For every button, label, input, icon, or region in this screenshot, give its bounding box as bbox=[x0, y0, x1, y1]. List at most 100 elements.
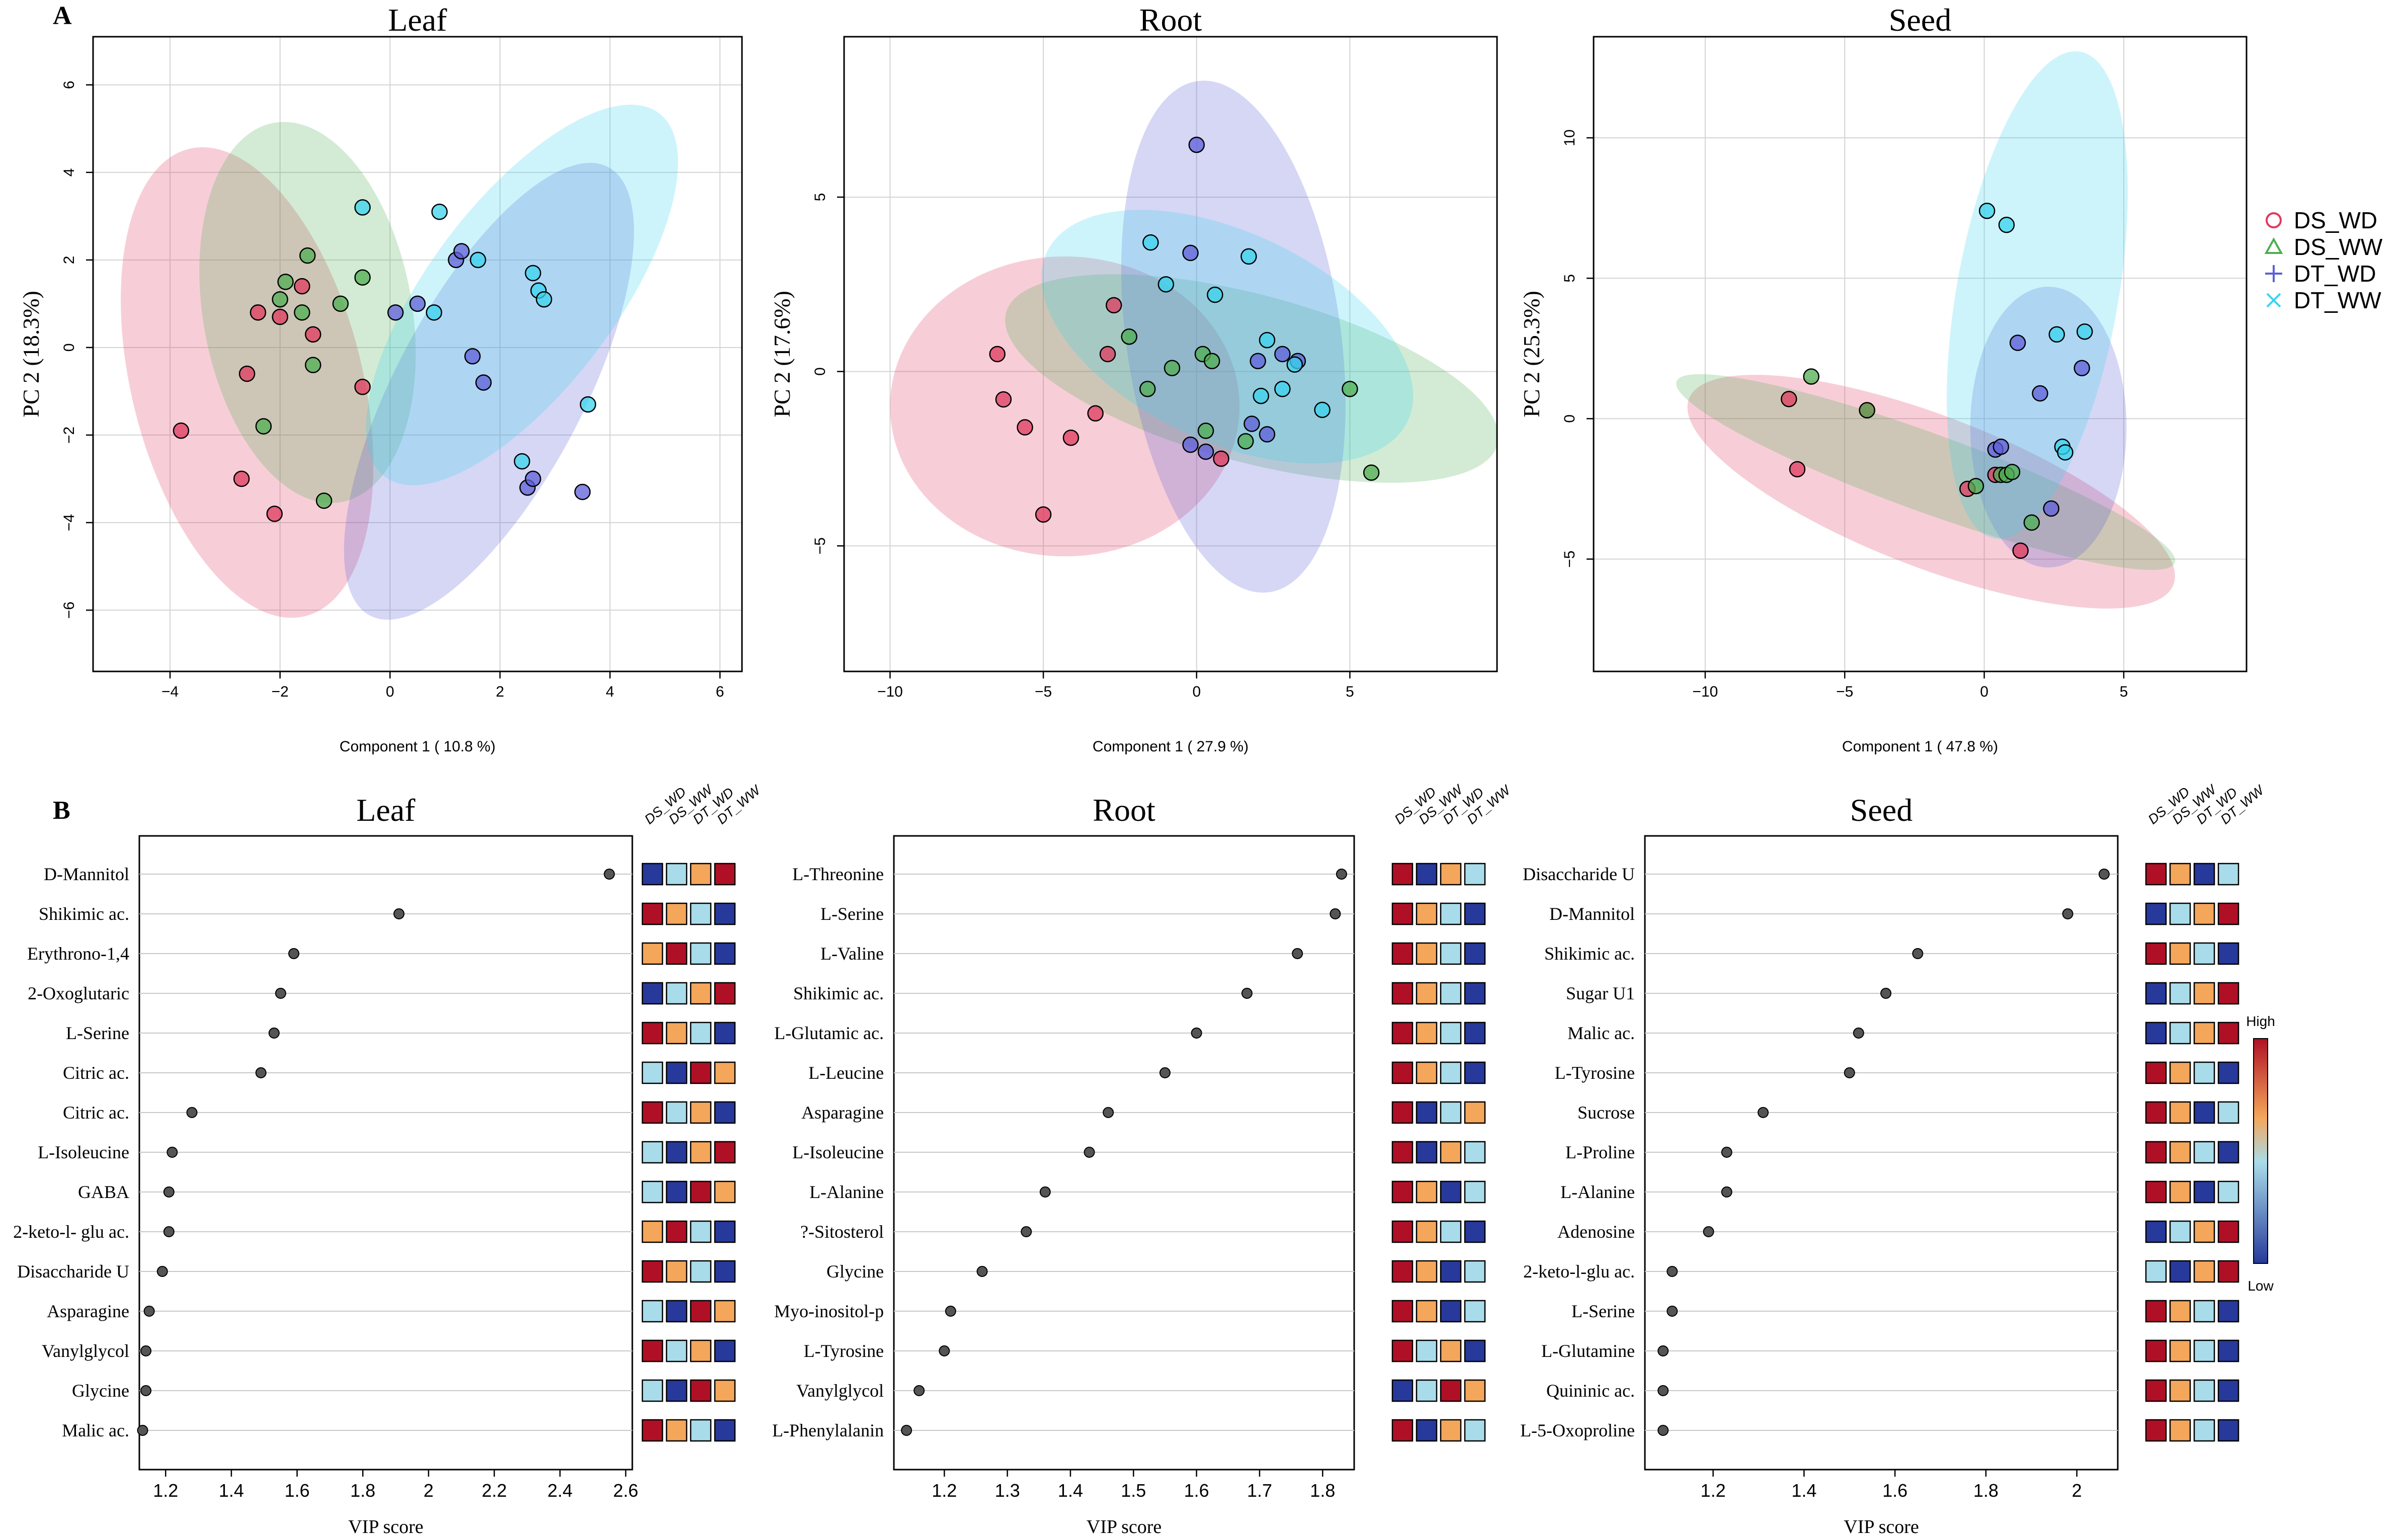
heat-cell bbox=[714, 902, 736, 925]
vip-title: Root bbox=[1093, 792, 1155, 828]
metabolite-label: Erythrono-1,4 bbox=[27, 944, 129, 964]
data-points bbox=[989, 136, 1380, 523]
vip-point bbox=[393, 908, 405, 919]
point-ds-ww bbox=[1121, 328, 1137, 345]
heat-cell bbox=[2169, 1021, 2191, 1045]
metabolite-label: D-Mannitol bbox=[1549, 904, 1635, 924]
heat-cell bbox=[1464, 982, 1486, 1005]
vip-point bbox=[1292, 948, 1303, 959]
metabolite-label: L-Valine bbox=[820, 944, 884, 964]
x-tick-label: 0 bbox=[1980, 684, 1988, 700]
heat-cell bbox=[714, 1061, 736, 1084]
x-tick-label: 1.6 bbox=[1184, 1480, 1209, 1501]
point-dt-wd bbox=[525, 470, 541, 487]
metabolite-label: Sucrose bbox=[1577, 1102, 1635, 1123]
x-tick-label: 1.8 bbox=[350, 1480, 375, 1501]
legend-cross-icon bbox=[2266, 293, 2281, 308]
metabolite-label: GABA bbox=[78, 1182, 129, 1202]
heat-cell bbox=[714, 1021, 736, 1045]
heat-cell bbox=[2169, 863, 2191, 886]
heat-cell bbox=[666, 1300, 688, 1323]
vip-point bbox=[604, 869, 615, 880]
point-ds-ww bbox=[1164, 360, 1181, 376]
metabolite-label: L-Serine bbox=[1571, 1301, 1635, 1321]
point-dt-wd bbox=[1182, 437, 1199, 453]
point-dt-wd bbox=[1243, 415, 1260, 432]
heat-cell bbox=[1464, 1379, 1486, 1402]
legend-label: DT_WD bbox=[2294, 261, 2376, 287]
heat-cell bbox=[714, 982, 736, 1005]
ellipse-dt-wd bbox=[344, 162, 634, 620]
heat-cell bbox=[1440, 1061, 1462, 1084]
point-ds-wd bbox=[1062, 430, 1080, 446]
metabolite-label: Shikimic ac. bbox=[39, 904, 129, 924]
heat-cell bbox=[690, 1061, 712, 1084]
point-ds-ww bbox=[299, 247, 316, 264]
vip-point bbox=[1330, 908, 1341, 919]
heat-cell bbox=[2193, 1339, 2215, 1362]
heat-cell bbox=[2217, 942, 2239, 965]
vip-point bbox=[1853, 1028, 1864, 1039]
metabolite-label: L-Proline bbox=[1565, 1142, 1635, 1162]
point-dt-ww bbox=[536, 291, 552, 308]
ellipse-dt-ww bbox=[1041, 210, 1414, 464]
heat-cell bbox=[641, 1379, 663, 1402]
vip-panel-seed: Seed Disaccharide U D-Mannitol Shikimic ac.… bbox=[1520, 781, 2268, 1537]
vip-point bbox=[1103, 1107, 1114, 1118]
vip-point bbox=[939, 1345, 950, 1356]
vip-point bbox=[1657, 1425, 1669, 1436]
point-dt-ww bbox=[1157, 276, 1175, 293]
y-tick-label: 6 bbox=[61, 80, 77, 89]
x-tick-label: 4 bbox=[606, 684, 614, 700]
heat-cell bbox=[2193, 1300, 2215, 1323]
heat-cell bbox=[1440, 1141, 1462, 1164]
heat-cell bbox=[1416, 1141, 1438, 1164]
heat-cell bbox=[1391, 1220, 1414, 1243]
heat-cell bbox=[2217, 1101, 2239, 1124]
heat-cell bbox=[714, 1419, 736, 1442]
point-dt-ww bbox=[1142, 234, 1159, 251]
scatter-panel-seed: Seed −10 −5 0 5 −5 0 5 10 Component 1 ( 47.8 %) PC… bbox=[1519, 2, 2248, 755]
heat-cell bbox=[641, 982, 663, 1005]
x-tick-label: 1.3 bbox=[995, 1480, 1020, 1501]
vip-point bbox=[1703, 1226, 1714, 1237]
legend-plus-icon bbox=[2265, 265, 2282, 282]
vip-point bbox=[1159, 1067, 1171, 1078]
point-dt-wd bbox=[2009, 334, 2026, 351]
heat-cell bbox=[1416, 1300, 1438, 1323]
point-ds-wd bbox=[1087, 405, 1104, 422]
heat-cell bbox=[2217, 1300, 2239, 1323]
ellipse-dt-wd bbox=[1121, 80, 1346, 593]
point-dt-ww bbox=[1978, 202, 1996, 219]
metabolite-label: L-Serine bbox=[66, 1023, 129, 1043]
metabolite-label: L-Isoleucine bbox=[38, 1142, 129, 1162]
heat-cell bbox=[714, 942, 736, 965]
heat-cell bbox=[1464, 1220, 1486, 1243]
point-dt-ww bbox=[1259, 332, 1276, 349]
metabolite-label: L-Serine bbox=[820, 904, 884, 924]
heat-cell bbox=[666, 1061, 688, 1084]
heat-cell bbox=[690, 1220, 712, 1243]
heat-cell bbox=[1391, 1379, 1414, 1402]
heat-cell bbox=[2145, 1220, 2167, 1243]
x-tick-label: 1.4 bbox=[1058, 1480, 1083, 1501]
point-dt-wd bbox=[387, 304, 404, 321]
x-tick-label: 5 bbox=[1346, 684, 1354, 700]
vip-point bbox=[268, 1028, 280, 1039]
x-tick-label: 2.2 bbox=[482, 1480, 507, 1501]
heat-cell bbox=[1464, 1021, 1486, 1045]
point-dt-ww bbox=[1314, 401, 1331, 418]
heat-cell bbox=[2145, 1180, 2167, 1204]
heat-cell bbox=[1440, 1260, 1462, 1283]
heat-cell bbox=[666, 1180, 688, 1204]
vip-point bbox=[901, 1425, 912, 1436]
metabolite-label: Disaccharide U bbox=[17, 1261, 129, 1282]
vip-point bbox=[2098, 869, 2110, 880]
heat-cell bbox=[2145, 1419, 2167, 1442]
heat-cell bbox=[666, 1260, 688, 1283]
ellipse-ds-wd bbox=[890, 256, 1240, 557]
heat-cell bbox=[714, 1300, 736, 1323]
heat-cell bbox=[714, 1101, 736, 1124]
heat-cell bbox=[2145, 863, 2167, 886]
vip-point bbox=[140, 1385, 152, 1396]
